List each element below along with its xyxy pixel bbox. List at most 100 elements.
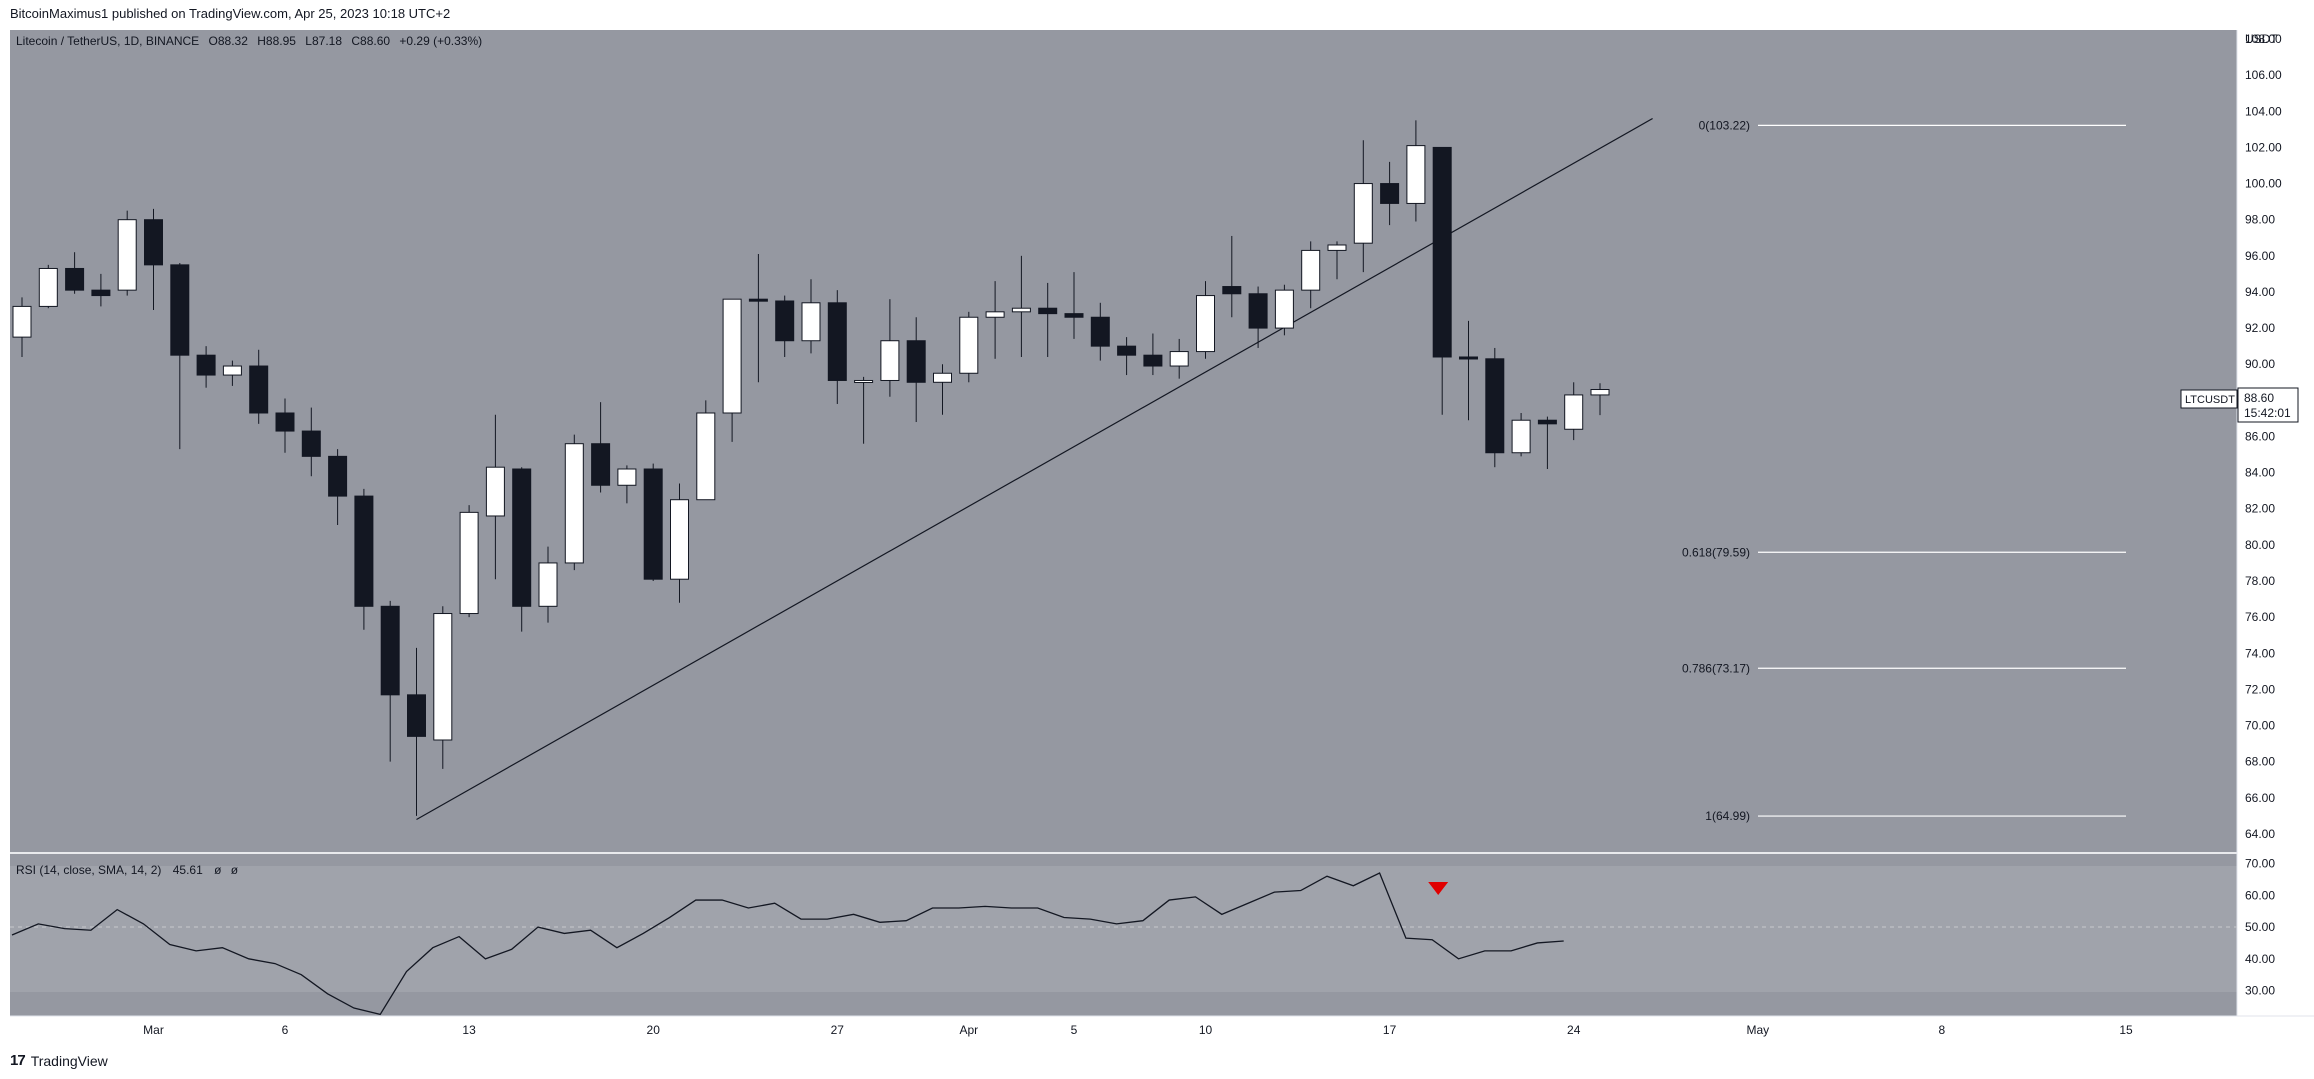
candle-body: [880, 340, 900, 381]
candle-body: [485, 466, 505, 517]
tradingview-brand[interactable]: 17 TradingView: [10, 1052, 108, 1069]
candle: [1196, 281, 1215, 359]
candle: [1537, 416, 1557, 470]
candle-body: [117, 219, 137, 291]
candle: [1511, 412, 1531, 457]
candle-body: [1222, 286, 1242, 295]
candle: [1169, 338, 1189, 379]
candle: [222, 360, 242, 386]
symbol-legend[interactable]: Litecoin / TetherUS, 1D, BINANCE O88.32 …: [16, 34, 482, 48]
candle: [538, 546, 558, 623]
price-tick-label: 76.00: [2245, 610, 2275, 624]
main-pane[interactable]: [10, 30, 2237, 852]
candle: [985, 281, 1005, 359]
price-tick-label: 64.00: [2245, 827, 2275, 841]
candle-body: [170, 264, 190, 356]
candle: [748, 254, 768, 383]
candle-body: [1169, 351, 1189, 367]
candle: [722, 298, 742, 442]
rsi-tick-label: 60.00: [2245, 888, 2275, 902]
candle: [670, 483, 689, 603]
candle: [933, 364, 952, 415]
candle-body: [1459, 356, 1478, 360]
price-tick-label: 108.00: [2245, 32, 2282, 46]
candle: [144, 208, 163, 311]
candle-body: [696, 412, 716, 501]
candle-body: [1353, 183, 1373, 244]
candle-body: [722, 298, 742, 414]
candle-body: [1274, 289, 1294, 329]
candle: [1327, 241, 1347, 280]
price-tick-label: 94.00: [2245, 285, 2275, 299]
candle-body: [222, 365, 242, 376]
candle-body: [670, 499, 689, 580]
price-tick-label: 74.00: [2245, 646, 2275, 660]
candle-body: [1380, 183, 1400, 204]
candle: [485, 414, 505, 580]
publisher-credit: BitcoinMaximus1 published on TradingView…: [10, 6, 451, 21]
fib-level-label: 1(64.99): [1705, 809, 1750, 823]
candle-body: [1038, 307, 1058, 315]
candle: [249, 349, 269, 424]
fib-level-label: 0.786(73.17): [1682, 661, 1750, 675]
candle-body: [354, 495, 374, 607]
symbol-tag-text: LTCUSDT: [2185, 394, 2235, 406]
candle: [564, 434, 584, 571]
price-axis[interactable]: 108.00 106.00 104.00 102.00 100.00 98.00 96.00…: [2245, 32, 2282, 841]
time-axis[interactable]: Mar 6 13 20 27 Apr 5 10 17 24 May 8 15: [143, 1023, 2133, 1037]
symbol-name: Litecoin / TetherUS, 1D, BINANCE: [16, 34, 199, 48]
candle: [354, 488, 374, 630]
candle-body: [538, 562, 558, 607]
price-tick-label: 78.00: [2245, 574, 2275, 588]
candle-body: [38, 267, 58, 307]
candle: [380, 600, 400, 762]
candle-body: [1485, 358, 1505, 454]
price-tick-label: 98.00: [2245, 213, 2275, 227]
time-tick-label: 6: [282, 1023, 289, 1037]
candle: [1406, 120, 1426, 222]
time-tick-label: 27: [831, 1023, 845, 1037]
fib-level-label: 0(103.22): [1699, 118, 1750, 132]
price-tick-label: 92.00: [2245, 321, 2275, 335]
rsi-legend[interactable]: RSI (14, close, SMA, 14, 2) 45.61 ø ø: [16, 863, 239, 877]
candle-body: [827, 302, 847, 381]
rsi-band: [10, 866, 2237, 992]
candle-body: [12, 305, 32, 338]
price-tick-label: 70.00: [2245, 719, 2275, 733]
candles: [12, 120, 1610, 816]
candle-body: [1011, 307, 1031, 313]
candle: [512, 467, 532, 632]
candle-body: [1432, 146, 1452, 358]
symbol-tag-box: [2180, 389, 2238, 409]
time-tick-label: Mar: [143, 1023, 164, 1037]
candle-body: [748, 298, 768, 302]
candle: [827, 290, 847, 404]
candle: [1380, 161, 1400, 226]
candle: [196, 346, 216, 388]
candle-body: [985, 311, 1005, 318]
rsi-extra-2: ø: [231, 863, 239, 877]
candle-body: [91, 289, 111, 297]
signal-marker-group: [1428, 881, 1449, 895]
price-tick-label: 106.00: [2245, 68, 2282, 82]
last-price-tag: LTCUSDT 88.60 15:42:01: [2180, 387, 2299, 423]
price-tick-label: 104.00: [2245, 104, 2282, 118]
svg-text:Litecoin / TetherUS, 1D, BINAN: Litecoin / TetherUS, 1D, BINANCE O88.32 …: [16, 34, 482, 48]
low-value: 87.18: [312, 34, 342, 48]
price-tick-label: 100.00: [2245, 177, 2282, 191]
rsi-axis[interactable]: 70.00 60.00 50.00 40.00 30.00: [2245, 857, 2275, 998]
candle: [328, 449, 348, 526]
candle: [617, 465, 637, 504]
price-tick-label: 86.00: [2245, 429, 2275, 443]
close-value: 88.60: [360, 34, 390, 48]
candle: [591, 402, 611, 493]
rsi-extra-1: ø: [214, 863, 222, 877]
candle-body: [328, 455, 348, 497]
candle-body: [801, 302, 821, 342]
candle: [1301, 241, 1321, 309]
close-label: C: [351, 34, 360, 48]
svg-text:RSI (14, close, SMA, 14, 2): RSI (14, close, SMA, 14, 2) 45.61 ø ø: [16, 863, 239, 877]
rsi-value: 45.61: [173, 863, 203, 877]
high-value: 88.95: [266, 34, 296, 48]
